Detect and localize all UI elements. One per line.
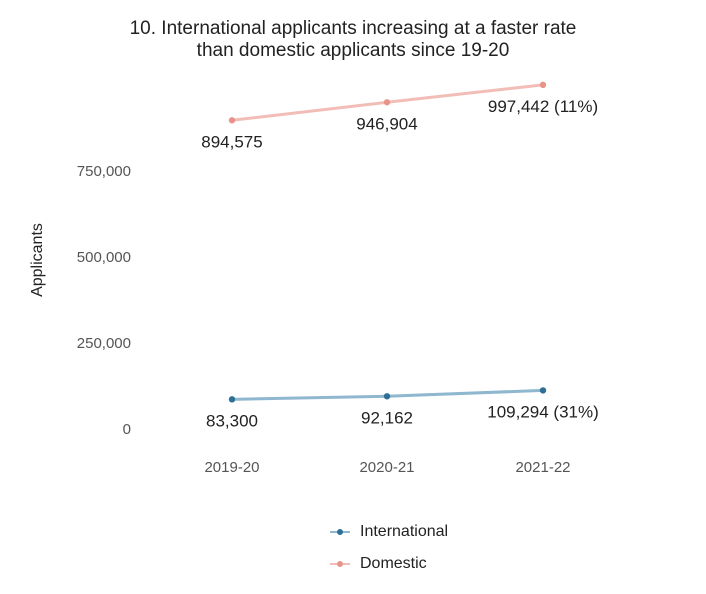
data-label-domestic: 997,442 (11%) [488,97,598,116]
y-tick-label: 500,000 [77,249,131,266]
data-label-international: 109,294 (31%) [487,402,599,421]
x-tick-label: 2021-22 [515,459,570,476]
data-label-international: 83,300 [206,411,258,430]
chart-title-line-1: 10. International applicants increasing … [129,18,577,39]
data-label-international: 92,162 [361,408,413,427]
data-point-domestic [539,81,547,89]
data-point-international [383,393,391,400]
x-tick-label: 2020-21 [359,459,414,476]
legend-marker-domestic [330,558,350,570]
data-point-domestic [228,117,236,124]
data-label-domestic: 894,575 [201,132,262,151]
data-label-domestic: 946,904 [356,114,417,133]
legend-item-domestic: Domestic [330,548,448,580]
legend-label-international: International [360,523,449,540]
x-tick-label: 2019-20 [204,459,259,476]
y-tick-label: 0 [123,421,131,438]
legend: International Domestic [330,516,448,580]
y-tick-label: 750,000 [77,163,131,180]
legend-item-international: International [330,516,448,548]
chart-title: 10. International applicants increasing … [0,18,706,62]
chart-title-line-2: than domestic applicants since 19-20 [196,40,510,61]
legend-marker-international [330,526,350,538]
data-point-international [539,387,547,394]
legend-label-domestic: Domestic [360,555,427,572]
data-point-domestic [383,99,391,106]
data-point-international [228,396,236,403]
y-tick-label: 250,000 [77,335,131,352]
